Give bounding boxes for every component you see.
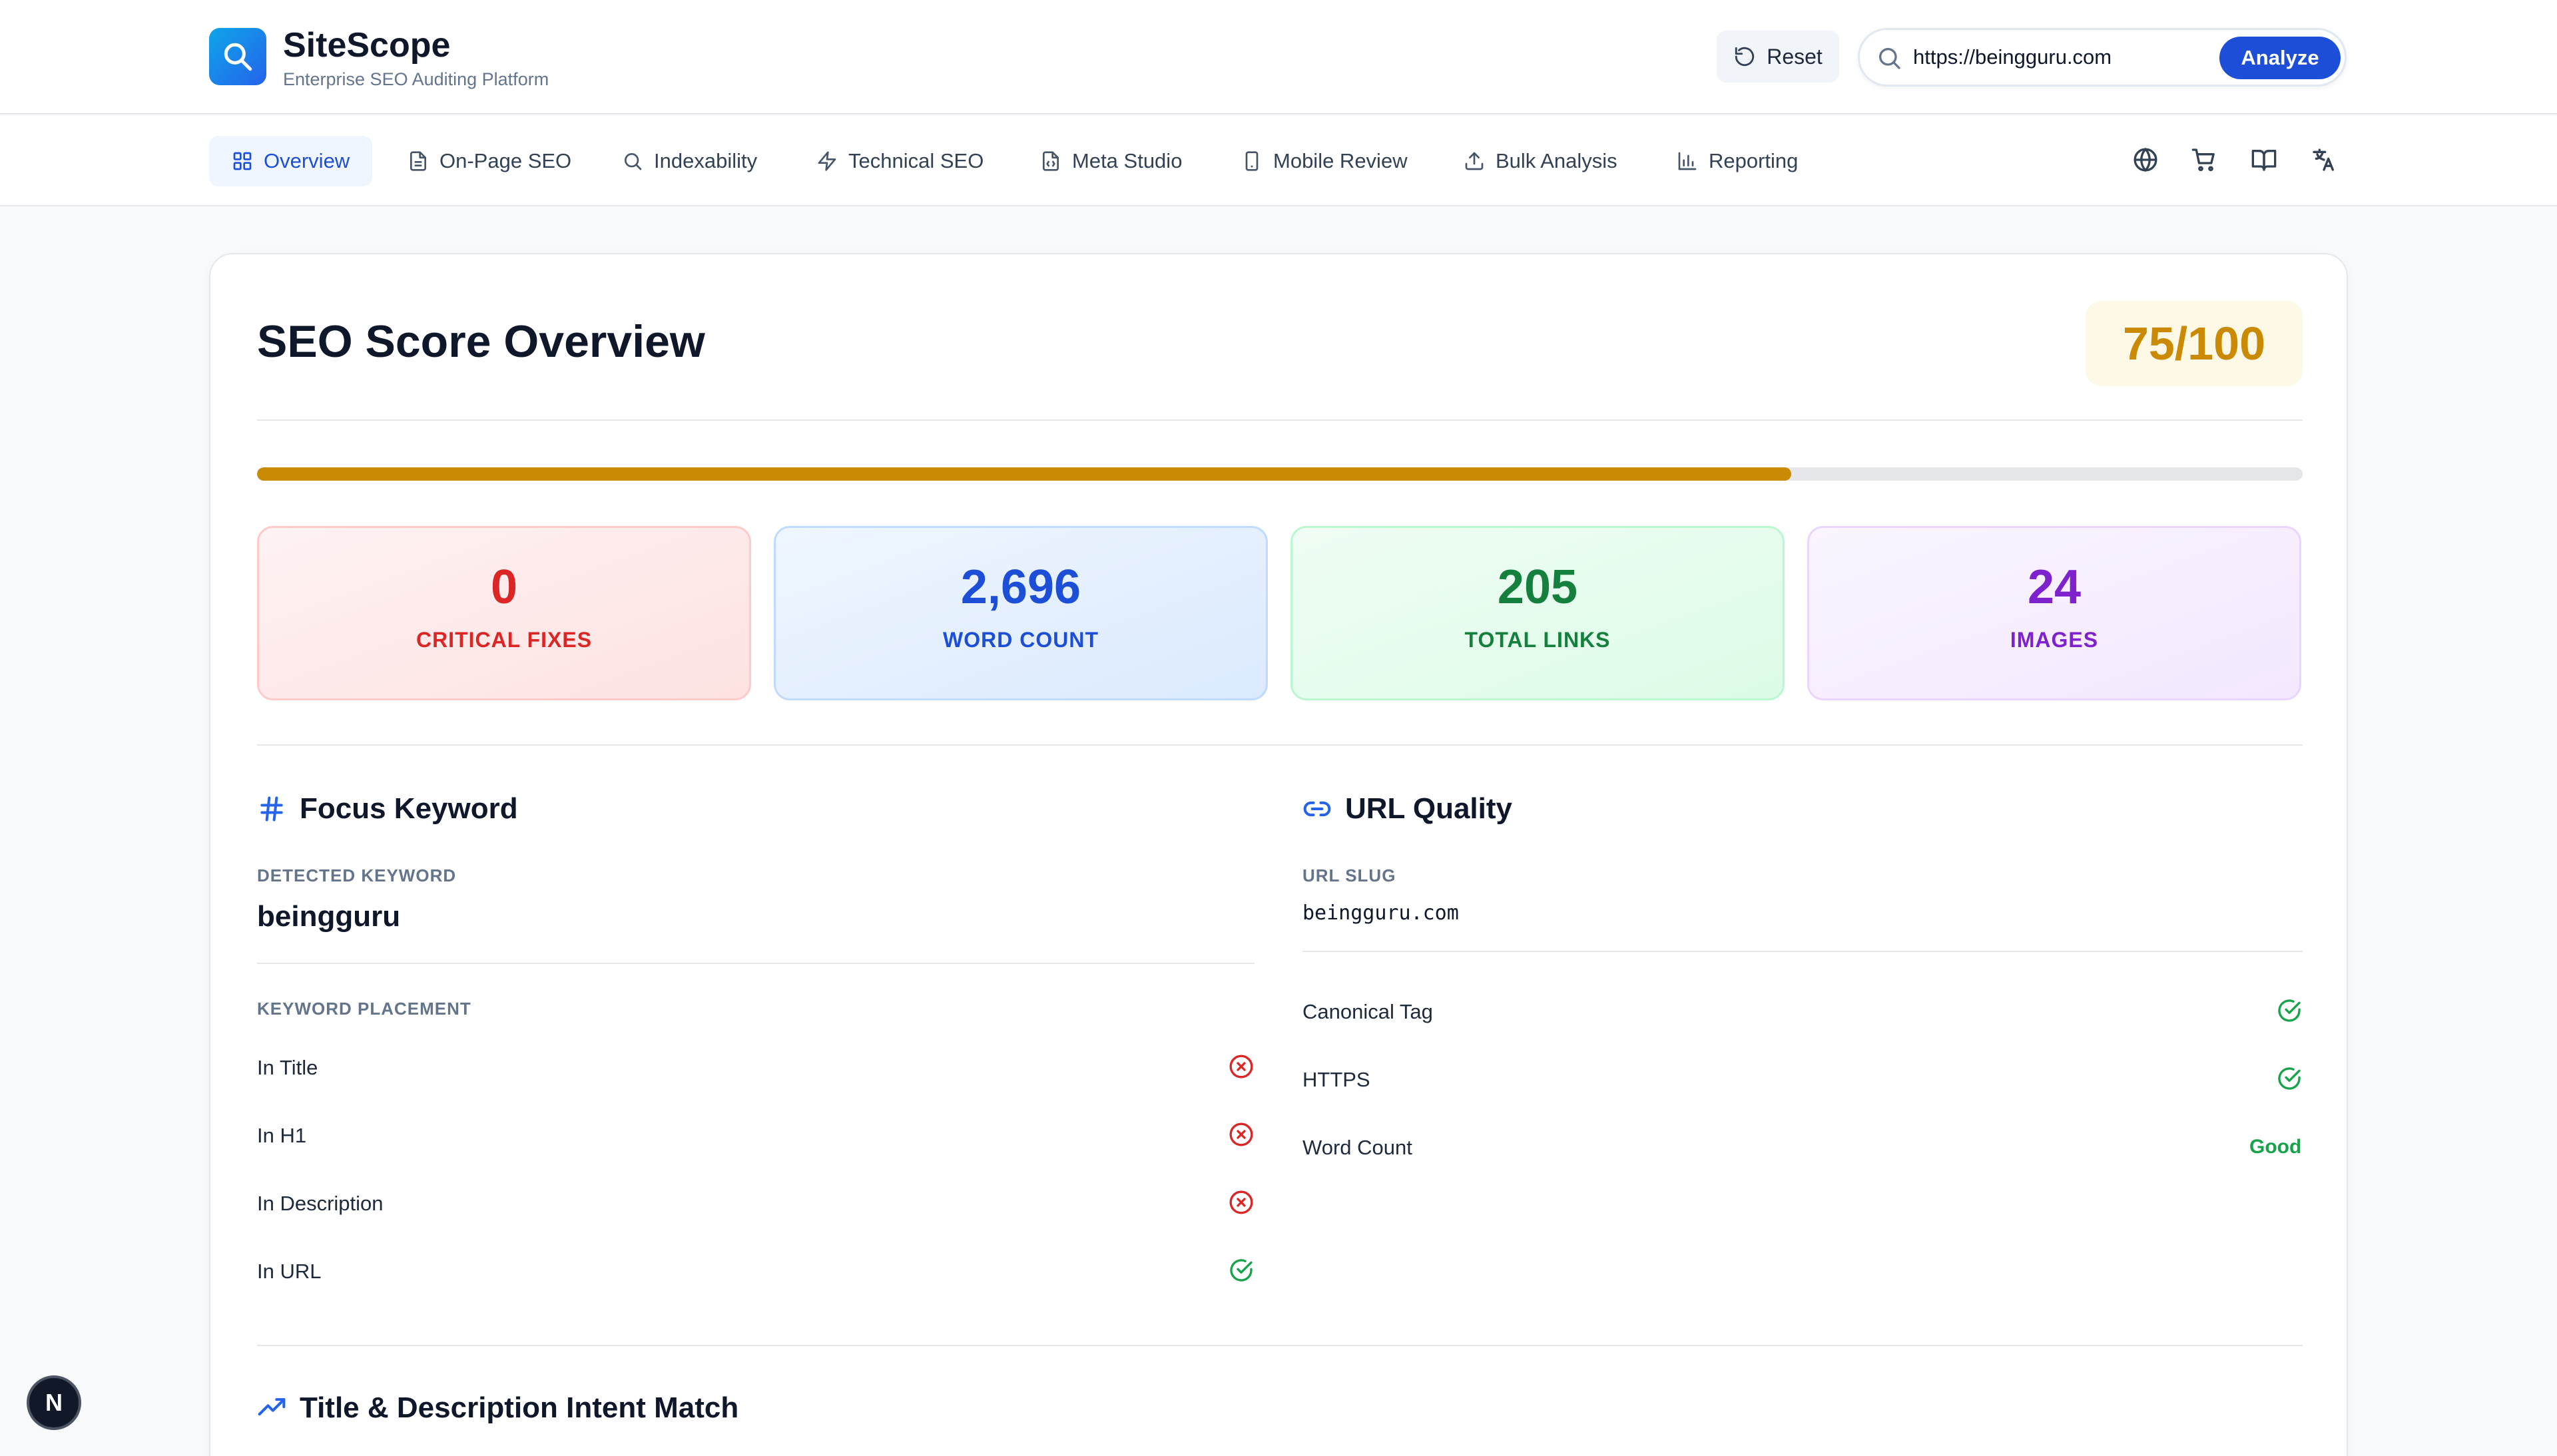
stat-label: WORD COUNT — [943, 628, 1099, 652]
divider — [257, 419, 2303, 421]
tab-meta-studio[interactable]: Meta Studio — [1017, 136, 1205, 186]
link-icon — [1303, 801, 1331, 817]
score-badge: 75/100 — [2086, 301, 2303, 386]
translate-icon[interactable] — [2311, 146, 2337, 173]
stat-critical-fixes: 0 CRITICAL FIXES — [257, 526, 751, 700]
placement-in-h1: In H1 — [257, 1124, 307, 1147]
tab-label: On-Page SEO — [439, 149, 572, 172]
hash-icon — [260, 796, 283, 822]
stat-value: 24 — [2027, 561, 2082, 614]
detected-keyword-label: DETECTED KEYWORD — [257, 865, 457, 885]
lightning-icon — [818, 151, 836, 171]
detected-keyword: beingguru — [257, 900, 401, 933]
tab-bulk-analysis[interactable]: Bulk Analysis — [1441, 136, 1640, 186]
phone-icon — [1245, 151, 1259, 171]
file-code-icon — [1043, 151, 1059, 171]
url-slug: beingguru.com — [1302, 901, 1459, 925]
section-title: Focus Keyword — [300, 792, 518, 825]
divider — [257, 744, 2303, 746]
search-icon — [625, 153, 642, 170]
word-count-status: Good — [2249, 1136, 2302, 1158]
url-quality-heading: URL Quality — [1302, 792, 1512, 826]
x-circle-icon — [1229, 1055, 1253, 1079]
book-icon[interactable] — [2251, 146, 2277, 173]
stat-label: TOTAL LINKS — [1464, 628, 1611, 652]
placement-in-description: In Description — [257, 1192, 384, 1215]
analyze-button[interactable]: Analyze — [2219, 37, 2341, 79]
stat-value: 0 — [490, 561, 518, 614]
score-progress-bar — [257, 467, 2303, 481]
check-https: HTTPS — [1302, 1068, 1370, 1091]
tab-reporting[interactable]: Reporting — [1654, 136, 1821, 186]
reset-label: Reset — [1767, 44, 1823, 69]
app-logo-search-icon — [209, 28, 266, 85]
search-icon — [1879, 48, 1900, 69]
globe-icon[interactable] — [2132, 146, 2159, 173]
app-header: SiteScope Enterprise SEO Auditing Platfo… — [0, 0, 2557, 115]
tab-label: Technical SEO — [848, 149, 984, 172]
tab-label: Indexability — [654, 149, 758, 172]
tab-label: Meta Studio — [1072, 149, 1183, 172]
tab-indexability[interactable]: Indexability — [599, 136, 780, 186]
page-title: SEO Score Overview — [257, 316, 705, 367]
placement-in-title: In Title — [257, 1056, 318, 1079]
x-circle-icon — [1229, 1190, 1253, 1214]
app-tagline: Enterprise SEO Auditing Platform — [283, 69, 549, 89]
check-word-count: Word Count — [1302, 1136, 1412, 1159]
check-circle-icon — [2278, 999, 2301, 1022]
stat-value: 205 — [1497, 561, 1578, 614]
section-title: Title & Description Intent Match — [300, 1391, 739, 1424]
stat-total-links: 205 TOTAL LINKS — [1290, 526, 1785, 700]
section-title: URL Quality — [1345, 792, 1513, 825]
reset-button[interactable]: Reset — [1717, 31, 1839, 83]
tab-label: Overview — [264, 149, 350, 172]
main-nav: Overview On-Page SEO Indexability Techni… — [0, 116, 2557, 206]
cart-icon[interactable] — [2191, 146, 2217, 173]
stat-label: CRITICAL FIXES — [416, 628, 593, 652]
tab-technical-seo[interactable]: Technical SEO — [794, 136, 1006, 186]
stat-label: IMAGES — [2010, 628, 2099, 652]
bar-chart-icon — [1678, 152, 1697, 170]
focus-keyword-heading: Focus Keyword — [257, 792, 518, 826]
dev-tools-badge[interactable]: N — [27, 1375, 81, 1430]
divider — [257, 963, 1255, 964]
intent-match-heading: Title & Description Intent Match — [257, 1391, 738, 1425]
tab-label: Mobile Review — [1273, 149, 1408, 172]
tab-label: Reporting — [1709, 149, 1799, 172]
url-input[interactable] — [1913, 42, 2206, 73]
tab-overview[interactable]: Overview — [209, 136, 373, 186]
stat-images: 24 IMAGES — [1807, 526, 2301, 700]
grid-icon — [233, 152, 252, 170]
seo-overview-card: SEO Score Overview 75/100 0 CRITICAL FIX… — [209, 253, 2348, 1456]
divider — [1302, 951, 2303, 952]
trending-up-icon — [258, 1398, 286, 1416]
keyword-placement-label: KEYWORD PLACEMENT — [257, 999, 471, 1019]
score-progress-fill — [257, 467, 1791, 481]
divider — [257, 1345, 2303, 1346]
stat-word-count: 2,696 WORD COUNT — [774, 526, 1268, 700]
document-icon — [410, 151, 426, 171]
check-circle-icon — [2278, 1067, 2301, 1090]
url-slug-label: URL SLUG — [1302, 865, 1396, 885]
url-search-box: Analyze — [1858, 28, 2347, 87]
check-canonical-tag: Canonical Tag — [1302, 1000, 1433, 1023]
stat-value: 2,696 — [960, 561, 1081, 614]
tab-label: Bulk Analysis — [1496, 149, 1617, 172]
x-circle-icon — [1229, 1122, 1253, 1146]
app-name: SiteScope — [283, 26, 451, 65]
tab-on-page-seo[interactable]: On-Page SEO — [385, 136, 594, 186]
upload-icon — [1465, 152, 1484, 170]
tab-mobile-review[interactable]: Mobile Review — [1219, 136, 1430, 186]
placement-in-url: In URL — [257, 1260, 322, 1283]
reset-icon — [1735, 47, 1755, 67]
check-circle-icon — [1230, 1259, 1253, 1282]
